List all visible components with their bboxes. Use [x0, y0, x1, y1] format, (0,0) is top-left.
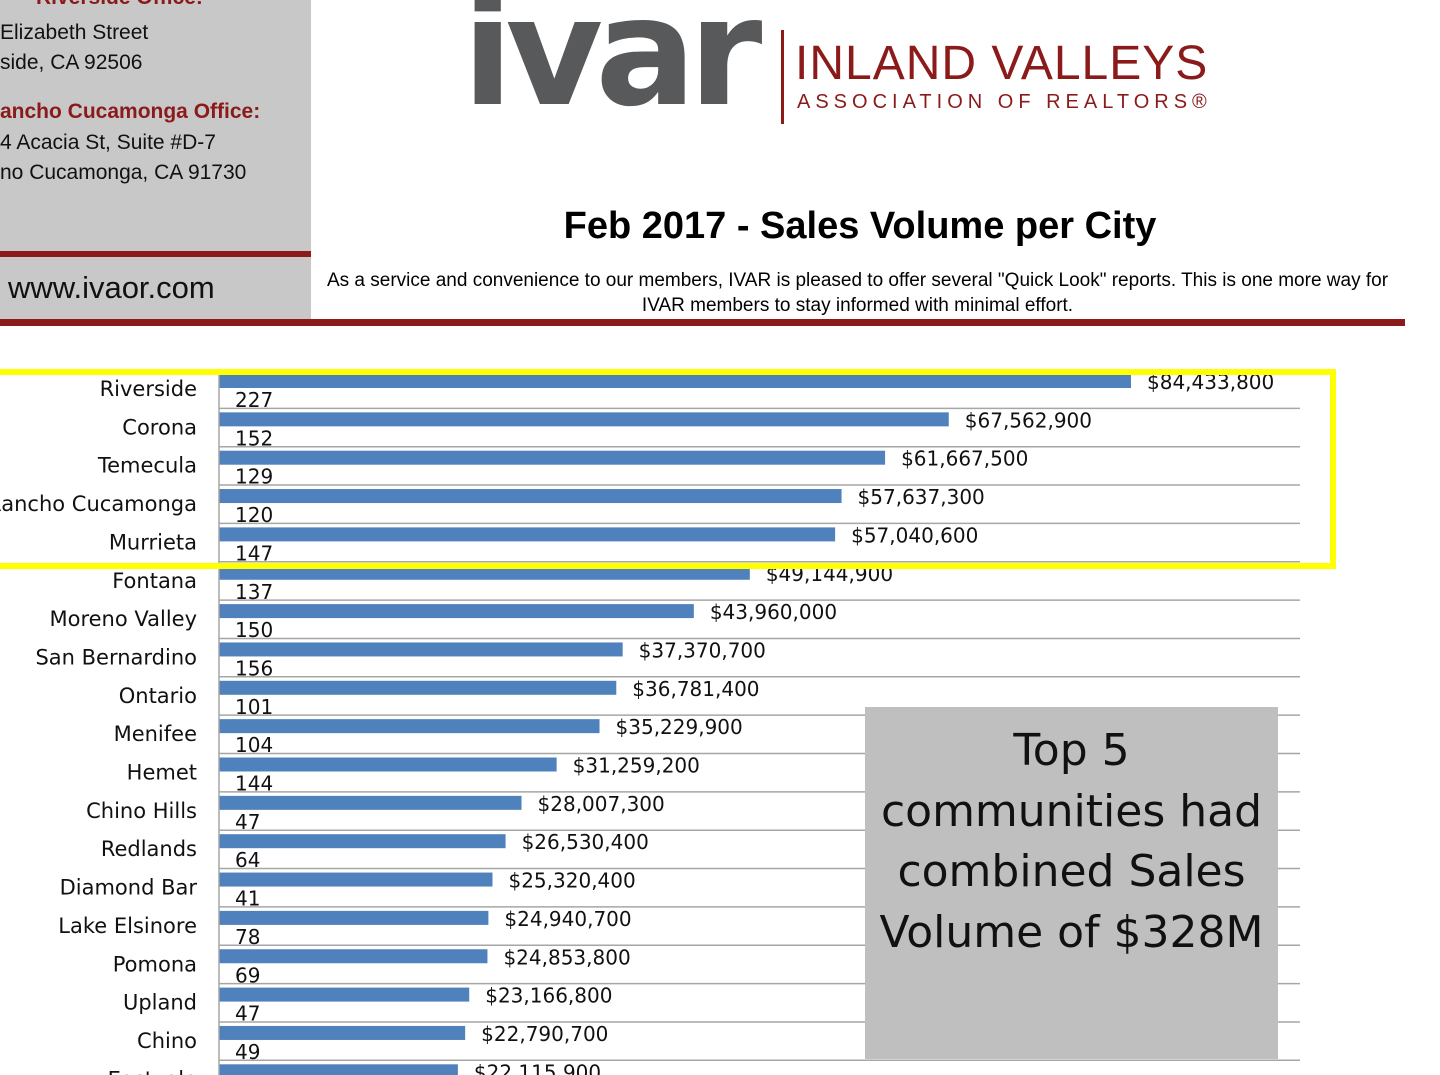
units-sold-label: 64 — [235, 848, 260, 872]
bar-value-label: $35,229,900 — [616, 715, 743, 739]
bar — [219, 489, 842, 504]
rancho-address-line1: 4 Acacia St, Suite #D-7 — [0, 131, 216, 154]
bar — [219, 604, 694, 619]
bar — [219, 719, 600, 734]
units-sold-label: 69 — [235, 963, 260, 987]
units-sold-label: 150 — [235, 618, 273, 642]
logo-mark: ivar — [462, 0, 762, 140]
category-label: Pomona — [113, 952, 197, 976]
category-label: Diamond Bar — [60, 876, 198, 900]
category-label: Upland — [123, 991, 197, 1015]
bar — [219, 910, 489, 925]
units-sold-label: 156 — [235, 656, 273, 680]
bar — [219, 527, 836, 542]
rancho-office-heading: ancho Cucamonga Office: — [0, 100, 261, 123]
top5-highlight-box — [0, 369, 1336, 569]
logo-subtitle: ASSOCIATION OF REALTORS® — [797, 91, 1212, 113]
bar-value-label: $24,940,700 — [504, 907, 631, 931]
units-sold-label: 78 — [235, 925, 260, 949]
category-label: San Bernardino — [35, 645, 197, 669]
bar — [219, 872, 493, 887]
bar-value-label: $31,259,200 — [573, 754, 700, 778]
category-label: Lake Elsinore — [58, 914, 197, 938]
bar — [219, 949, 488, 964]
intro-text: As a service and convenience to our memb… — [326, 270, 1389, 316]
bar-value-label: $61,667,500 — [901, 447, 1028, 471]
bar — [219, 834, 506, 849]
bar — [219, 374, 1131, 388]
bar-value-label: $43,960,000 — [710, 600, 837, 624]
units-sold-label: 144 — [235, 772, 273, 796]
bar — [219, 795, 522, 810]
header-divider — [0, 319, 1405, 326]
callout-text: Top 5 communities had combined Sales Vol… — [879, 725, 1264, 958]
units-sold-label: 227 — [235, 388, 273, 412]
category-label: Murrieta — [109, 530, 197, 554]
bar-value-label: $22,115,900 — [474, 1060, 601, 1075]
units-sold-label: 152 — [235, 426, 273, 450]
units-sold-label: 101 — [235, 695, 273, 719]
category-label: Corona — [122, 415, 197, 439]
units-sold-label: 47 — [235, 1002, 260, 1026]
bar — [219, 757, 557, 772]
top5-callout: Top 5 communities had combined Sales Vol… — [865, 707, 1278, 1059]
category-label: Redlands — [101, 837, 197, 861]
bar — [219, 987, 470, 1002]
bar-value-label: $67,562,900 — [965, 408, 1092, 432]
bar — [219, 450, 886, 465]
riverside-office-heading: Riverside Office: — [36, 0, 203, 10]
units-sold-label: 120 — [235, 503, 273, 527]
bar — [219, 412, 949, 427]
page-title: Feb 2017 - Sales Volume per City — [563, 205, 1157, 247]
bar-value-label: $26,530,400 — [522, 830, 649, 854]
rancho-address-line2: no Cucamonga, CA 91730 — [0, 161, 247, 184]
category-label: Rancho Cucamonga — [0, 492, 197, 516]
bar — [219, 565, 750, 580]
website-link[interactable]: www.ivaor.com — [8, 270, 215, 305]
category-label: Menifee — [114, 722, 197, 746]
units-sold-label: 137 — [235, 580, 273, 604]
units-sold-label: 147 — [235, 541, 273, 565]
units-sold-label: 129 — [235, 465, 273, 489]
bar-value-label: $25,320,400 — [508, 869, 635, 893]
logo-divider — [781, 30, 784, 124]
category-label: Hemet — [127, 761, 197, 785]
bar-value-label: $57,040,600 — [851, 523, 978, 547]
bar — [219, 680, 617, 695]
bar-value-label: $23,166,800 — [485, 984, 612, 1008]
bar-value-label: $37,370,700 — [639, 638, 766, 662]
units-sold-label: 49 — [235, 1040, 260, 1064]
category-label: Riverside — [100, 377, 197, 401]
units-sold-label: 47 — [235, 810, 260, 834]
bar-value-label: $22,790,700 — [481, 1022, 608, 1046]
riverside-address-line2: side, CA 92506 — [0, 51, 143, 74]
category-label: Chino Hills — [86, 799, 197, 823]
riverside-address-line1: Elizabeth Street — [0, 21, 149, 44]
units-sold-label: 41 — [235, 887, 260, 911]
category-label: Ontario — [119, 684, 197, 708]
bar-value-label: $36,781,400 — [632, 677, 759, 701]
bar — [219, 1025, 466, 1040]
category-label: Chino — [137, 1029, 197, 1053]
bar-value-label: $28,007,300 — [538, 792, 665, 816]
bar — [219, 1064, 458, 1075]
office-info-panel: Riverside Office: Elizabeth Street side,… — [0, 0, 311, 320]
category-label: Temecula — [97, 454, 197, 478]
logo-name: INLAND VALLEYS — [795, 37, 1209, 90]
category-label: Fontana — [112, 569, 197, 593]
category-label: Eastvale — [108, 1067, 197, 1075]
bar-value-label: $24,853,800 — [503, 945, 630, 969]
bar — [219, 642, 623, 657]
category-label: Moreno Valley — [49, 607, 197, 631]
sidebar-divider — [0, 251, 311, 257]
bar-value-label: $57,637,300 — [858, 485, 985, 509]
units-sold-label: 104 — [235, 733, 273, 757]
